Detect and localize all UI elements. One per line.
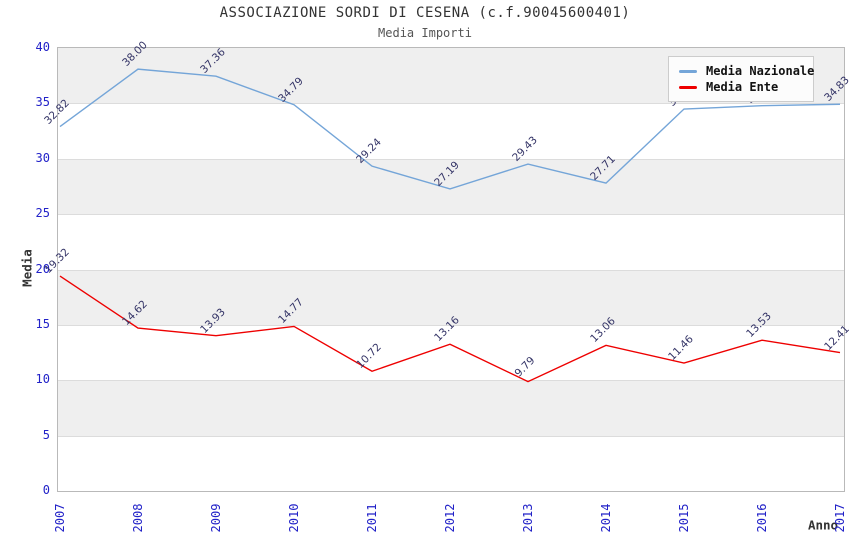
gridline (58, 380, 844, 382)
grid-band (58, 214, 844, 270)
chart-subtitle: Media Importi (378, 26, 472, 40)
x-axis-tick-label: 2013 (521, 503, 535, 533)
x-axis-tick-label: 2010 (287, 503, 301, 533)
plot-area (57, 47, 845, 492)
x-axis-title: Anno (807, 517, 839, 533)
legend-label: Media Nazionale (706, 64, 815, 78)
gridline (58, 269, 844, 271)
y-axis-tick-label: 10 (35, 372, 50, 387)
grid-band (58, 380, 844, 436)
x-axis-tick-label: 2016 (755, 503, 769, 533)
y-axis-tick-label: 35 (35, 95, 50, 110)
y-axis-tick-label: 0 (42, 483, 50, 497)
grid-band (58, 103, 844, 159)
legend-swatch (679, 85, 697, 89)
legend-item: Media Ente (679, 80, 805, 94)
chart-title: ASSOCIAZIONE SORDI DI CESENA (c.f.900456… (219, 5, 631, 21)
y-axis-tick-label: 25 (35, 206, 50, 221)
legend-swatch (679, 69, 697, 73)
legend-label: Media Ente (706, 80, 779, 94)
y-axis-tick-label: 20 (35, 261, 50, 276)
y-axis-tick-label: 30 (35, 150, 50, 165)
legend-item: Media Nazionale (679, 64, 814, 78)
x-axis-tick-label: 2009 (209, 503, 223, 533)
x-axis-tick-label: 2017 (833, 503, 847, 533)
y-axis-tick-label: 40 (35, 40, 50, 54)
legend: Media Nazionale Media Ente (668, 56, 814, 102)
gridline (58, 214, 844, 216)
gridline (58, 435, 844, 437)
x-axis-tick-label: 2011 (365, 503, 379, 533)
x-axis-tick-label: 2012 (443, 503, 457, 533)
y-axis-tick-label: 5 (42, 427, 50, 442)
gridline (58, 103, 844, 105)
x-axis-tick-label: 2015 (677, 503, 691, 533)
x-axis-tick-label: 2008 (131, 503, 145, 533)
y-axis-tick-label: 15 (35, 316, 50, 331)
grid-band (58, 435, 844, 491)
x-axis-tick-label: 2014 (599, 503, 613, 533)
x-axis-tick-label: 2007 (53, 503, 67, 533)
